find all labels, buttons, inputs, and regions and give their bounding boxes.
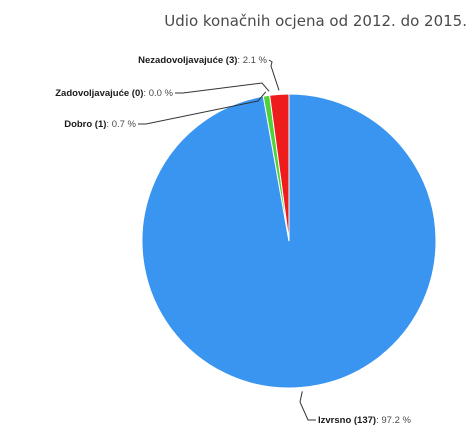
slice-label: Izvrsno (137): 97.2 % bbox=[318, 415, 411, 426]
slice-label-percent: : 0.0 % bbox=[143, 88, 173, 99]
slice-labels: Izvrsno (137): 97.2 % Dobro (1): 0.7 % Zad… bbox=[55, 55, 411, 426]
slice-label: Dobro (1): 0.7 % bbox=[64, 119, 136, 130]
chart-title: Udio konačnih ocjena od 2012. do 2015. bbox=[164, 12, 467, 30]
label-connector bbox=[175, 82, 270, 94]
slice-label: Zadovoljavajuće (0): 0.0 % bbox=[55, 88, 173, 99]
slice-label: Nezadovoljavajuće (3): 2.1 % bbox=[138, 55, 267, 66]
slice-label-percent: : 97.2 % bbox=[376, 415, 411, 426]
label-connectors bbox=[138, 59, 316, 421]
label-connector bbox=[299, 391, 316, 421]
pie-slice-nezadovoljavaju-e[interactable] bbox=[269, 93, 290, 242]
slice-label-percent: : 0.7 % bbox=[106, 119, 136, 130]
slice-label-percent: : 2.1 % bbox=[237, 55, 267, 66]
slice-label-name: Nezadovoljavajuće (3) bbox=[138, 55, 237, 66]
pie-slices bbox=[141, 93, 437, 389]
label-connector bbox=[268, 59, 280, 91]
label-connector bbox=[138, 91, 267, 125]
slice-label-name: Izvrsno (137) bbox=[318, 415, 376, 426]
slice-label-name: Zadovoljavajuće (0) bbox=[55, 88, 143, 99]
slice-label-name: Dobro (1) bbox=[64, 119, 106, 130]
